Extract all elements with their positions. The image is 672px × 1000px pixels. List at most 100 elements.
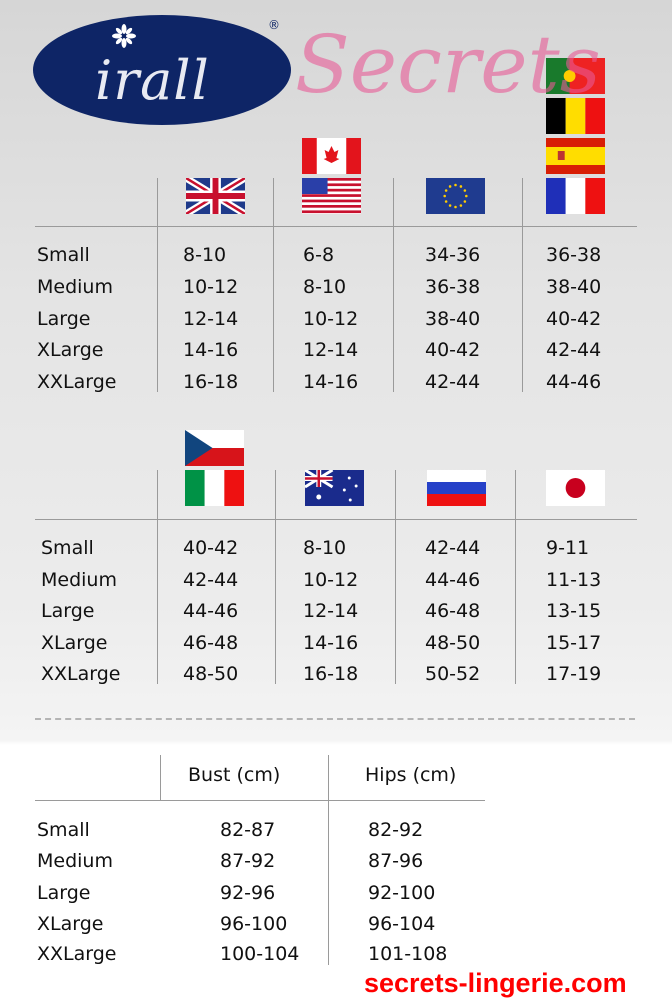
flag-france-icon xyxy=(546,178,605,214)
size-value: 12-14 xyxy=(303,339,359,361)
size-value: 10-12 xyxy=(303,308,359,330)
size-value: 46-48 xyxy=(183,632,239,654)
flag-eu-icon xyxy=(426,178,485,214)
size-value: 40-42 xyxy=(425,339,481,361)
header-rule xyxy=(35,226,637,227)
size-value: 40-42 xyxy=(546,308,602,330)
flag-russia-icon xyxy=(427,470,486,506)
size-value: 14-16 xyxy=(303,371,359,393)
column-divider xyxy=(395,470,396,684)
size-value: 8-10 xyxy=(303,537,347,559)
logo-text: irall xyxy=(95,49,210,112)
column-divider xyxy=(328,755,329,965)
flag-portugal-icon xyxy=(546,58,605,94)
size-value: 34-36 xyxy=(425,244,481,266)
size-value: 44-46 xyxy=(546,371,602,393)
column-divider xyxy=(522,178,523,392)
size-value: 36-38 xyxy=(425,276,481,298)
irall-logo: irall xyxy=(33,15,291,125)
size-label: Large xyxy=(41,600,95,622)
flag-italy-icon xyxy=(185,470,244,506)
size-label: XXLarge xyxy=(41,663,121,685)
size-label: Small xyxy=(37,244,90,266)
divider xyxy=(35,718,635,720)
size-value: 44-46 xyxy=(425,569,481,591)
size-label: XLarge xyxy=(41,632,108,654)
size-value: 11-13 xyxy=(546,569,602,591)
size-value: 46-48 xyxy=(425,600,481,622)
size-value: 44-46 xyxy=(183,600,239,622)
size-value: 14-16 xyxy=(183,339,239,361)
column-divider xyxy=(275,470,276,684)
flag-uk-icon xyxy=(186,178,245,214)
bust-value: 87-92 xyxy=(220,850,276,872)
size-value: 38-40 xyxy=(425,308,481,330)
hips-value: 82-92 xyxy=(368,819,424,841)
flag-spain-icon xyxy=(546,138,605,174)
size-value: 12-14 xyxy=(303,600,359,622)
flag-belgium-icon xyxy=(546,98,605,134)
size-value: 16-18 xyxy=(183,371,239,393)
size-value: 15-17 xyxy=(546,632,602,654)
flag-usa-icon xyxy=(302,178,361,214)
column-header-bust: Bust (cm) xyxy=(188,764,281,786)
size-value: 42-44 xyxy=(546,339,602,361)
size-label: Medium xyxy=(41,569,117,591)
size-label: Large xyxy=(37,308,91,330)
header-rule xyxy=(35,800,485,801)
hips-value: 92-100 xyxy=(368,882,436,904)
column-divider xyxy=(157,178,158,392)
hips-value: 101-108 xyxy=(368,943,448,965)
size-value: 48-50 xyxy=(183,663,239,685)
size-value: 8-10 xyxy=(303,276,347,298)
size-value: 42-44 xyxy=(425,371,481,393)
size-value: 10-12 xyxy=(183,276,239,298)
size-value: 10-12 xyxy=(303,569,359,591)
column-divider xyxy=(160,755,161,800)
size-label: Medium xyxy=(37,276,113,298)
flower-icon xyxy=(112,24,136,48)
size-value: 42-44 xyxy=(425,537,481,559)
size-value: 50-52 xyxy=(425,663,481,685)
size-value: 12-14 xyxy=(183,308,239,330)
size-value: 16-18 xyxy=(303,663,359,685)
flag-japan-icon xyxy=(546,470,605,506)
column-divider xyxy=(515,470,516,684)
watermark-url: secrets-lingerie.com xyxy=(364,968,627,998)
size-value: 8-10 xyxy=(183,244,227,266)
header-rule xyxy=(35,519,637,520)
size-value: 36-38 xyxy=(546,244,602,266)
bust-value: 92-96 xyxy=(220,882,276,904)
size-value: 40-42 xyxy=(183,537,239,559)
hips-value: 87-96 xyxy=(368,850,424,872)
hips-value: 96-104 xyxy=(368,913,436,935)
bust-value: 96-100 xyxy=(220,913,288,935)
size-value: 48-50 xyxy=(425,632,481,654)
size-value: 9-11 xyxy=(546,537,590,559)
size-label: XXLarge xyxy=(37,371,117,393)
size-label: Large xyxy=(37,882,91,904)
bust-value: 100-104 xyxy=(220,943,300,965)
size-value: 17-19 xyxy=(546,663,602,685)
size-label: Small xyxy=(37,819,90,841)
registered-mark: ® xyxy=(268,18,280,32)
column-header-hips: Hips (cm) xyxy=(365,764,457,786)
watermark-script: Secrets xyxy=(295,18,601,111)
size-label: Medium xyxy=(37,850,113,872)
size-label: XLarge xyxy=(37,913,104,935)
size-value: 42-44 xyxy=(183,569,239,591)
size-value: 38-40 xyxy=(546,276,602,298)
size-value: 13-15 xyxy=(546,600,602,622)
bust-value: 82-87 xyxy=(220,819,276,841)
column-divider xyxy=(273,178,274,392)
size-value: 14-16 xyxy=(303,632,359,654)
size-label: XXLarge xyxy=(37,943,117,965)
flag-australia-icon xyxy=(305,470,364,506)
flag-czech-republic-icon xyxy=(185,430,244,466)
column-divider xyxy=(157,470,158,684)
flag-canada-icon xyxy=(302,138,361,174)
size-label: XLarge xyxy=(37,339,104,361)
size-value: 6-8 xyxy=(303,244,335,266)
column-divider xyxy=(393,178,394,392)
size-label: Small xyxy=(41,537,94,559)
